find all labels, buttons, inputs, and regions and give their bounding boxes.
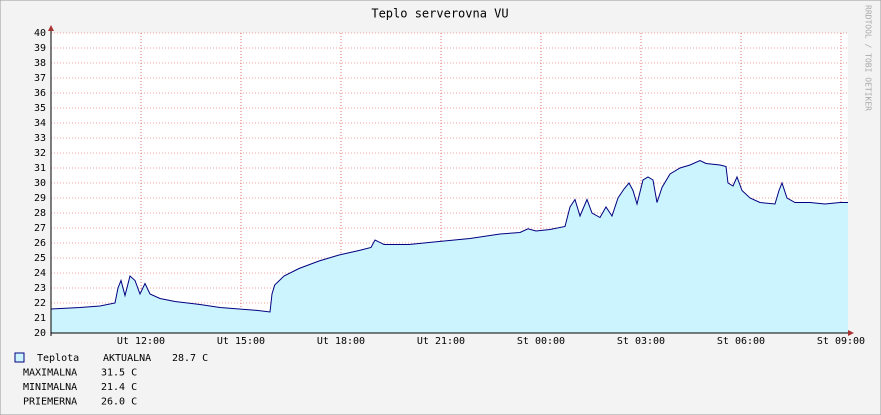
x-tick-label: Ut 21:00 — [417, 336, 465, 347]
y-tick-label: 28 — [34, 208, 46, 219]
y-tick-label: 37 — [34, 73, 46, 84]
y-tick-label: 21 — [34, 313, 46, 324]
stat-label: MAXIMALNA — [23, 368, 77, 379]
y-tick-label: 31 — [34, 163, 46, 174]
marks — [50, 159, 848, 333]
y-tick-label: 20 — [34, 328, 46, 339]
legend: Teplota AKTUALNA 28.7 C MAXIMALNA 31.5 C MINI… — [14, 352, 208, 408]
y-tick-label: 34 — [34, 118, 46, 129]
y-tick-label: 25 — [34, 253, 46, 264]
y-tick-label: 38 — [34, 58, 46, 69]
chart-title: Teplo serverovna VU — [371, 7, 508, 21]
y-tick-label: 26 — [34, 238, 46, 249]
stat-value: 31.5 C — [101, 368, 137, 379]
watermark: RRDTOOL / TOBI OETIKER — [864, 5, 873, 111]
y-tick-label: 32 — [34, 148, 46, 159]
line — [50, 159, 848, 313]
x-arrow — [848, 330, 854, 336]
stat-label: AKTUALNA — [103, 353, 151, 364]
stat-label: MINIMALNA — [23, 382, 77, 393]
y-tick-label: 22 — [34, 298, 46, 309]
stat-value: 28.7 C — [172, 353, 208, 364]
legend-swatch — [14, 352, 25, 363]
y-tick-label: 27 — [34, 223, 46, 234]
y-arrow — [48, 25, 54, 31]
x-tick-label: St 09:00 — [817, 336, 865, 347]
y-tick-label: 33 — [34, 133, 46, 144]
x-tick-label: Ut 18:00 — [317, 336, 365, 347]
x-tick-label: Ut 15:00 — [217, 336, 265, 347]
legend-label: Teplota — [37, 353, 79, 364]
y-tick-label: 29 — [34, 193, 46, 204]
y-tick-label: 35 — [34, 103, 46, 114]
x-tick-label: St 03:00 — [617, 336, 665, 347]
y-tick-label: 24 — [34, 268, 46, 279]
y-tick-label: 30 — [34, 178, 46, 189]
y-tick-label: 23 — [34, 283, 46, 294]
y-tick-label: 39 — [34, 43, 46, 54]
x-tick-label: St 00:00 — [517, 336, 565, 347]
x-tick-label: St 06:00 — [717, 336, 765, 347]
axes — [48, 25, 854, 336]
y-tick-label: 40 — [34, 28, 46, 39]
y-tick-label: 36 — [34, 88, 46, 99]
stat-value: 26.0 C — [101, 397, 137, 408]
stat-value: 21.4 C — [101, 382, 137, 393]
grid: 20 21 22 23 24 25 26 27 28 29 30 31 32 33 34 35 36 37 38 39… — [34, 28, 865, 347]
area — [51, 160, 848, 333]
stat-label: PRIEMERNA — [23, 397, 77, 408]
x-tick-label: Ut 12:00 — [117, 336, 165, 347]
